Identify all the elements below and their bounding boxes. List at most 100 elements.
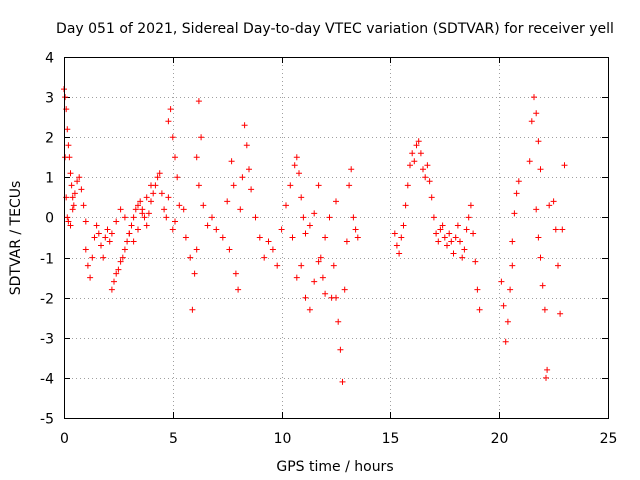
data-point: [176, 202, 183, 209]
data-point: [198, 134, 205, 141]
data-point: [172, 154, 178, 161]
data-point: [457, 238, 463, 245]
y-tick-label: 1: [45, 171, 54, 187]
data-point: [130, 214, 137, 221]
data-point: [102, 234, 109, 241]
data-point: [293, 274, 300, 281]
data-point: [402, 202, 409, 209]
data-point: [537, 166, 544, 173]
data-point: [172, 218, 178, 225]
data-point: [311, 210, 318, 217]
data-point: [306, 306, 313, 313]
data-point: [169, 134, 176, 141]
data-point: [93, 222, 100, 229]
data-point: [64, 126, 71, 133]
x-tick-label: 5: [169, 431, 178, 447]
data-point: [315, 182, 322, 189]
data-point: [465, 214, 472, 221]
data-point: [62, 154, 69, 161]
data-point: [433, 230, 440, 237]
data-point: [165, 118, 172, 125]
data-point: [226, 246, 233, 253]
data-point: [343, 238, 350, 245]
chart-title: Day 051 of 2021, Sidereal Day-to-day VTE…: [56, 21, 614, 37]
data-point: [163, 214, 170, 221]
data-point: [298, 194, 305, 201]
data-point: [428, 194, 435, 201]
data-point: [156, 170, 163, 177]
data-point: [561, 162, 568, 169]
y-tick-label: -2: [40, 292, 54, 308]
data-point: [528, 118, 535, 125]
x-tick-label: 15: [382, 431, 400, 447]
data-point: [287, 182, 294, 189]
data-point: [67, 170, 74, 177]
data-point: [224, 198, 231, 205]
data-point: [108, 286, 115, 293]
data-point: [411, 158, 418, 165]
data-point: [306, 222, 313, 229]
data-point: [169, 226, 176, 233]
data-point: [117, 206, 124, 213]
data-point: [65, 218, 72, 225]
data-point: [64, 214, 71, 221]
data-point: [239, 174, 246, 181]
x-tick-labels: 0 5 10 15 20 25: [60, 431, 617, 447]
data-point: [69, 194, 76, 201]
data-point: [537, 254, 544, 261]
data-point: [108, 230, 115, 237]
data-point: [195, 182, 202, 189]
data-point: [209, 214, 215, 221]
data-point: [219, 234, 226, 241]
data-point: [165, 194, 172, 201]
data-point: [500, 302, 507, 309]
data-point: [330, 262, 337, 269]
data-point: [95, 230, 102, 237]
data-point: [291, 162, 298, 169]
data-point: [515, 178, 522, 185]
data-point: [278, 226, 285, 233]
data-points: [61, 86, 568, 385]
data-point: [150, 190, 157, 197]
data-point: [435, 238, 442, 245]
data-point: [193, 154, 200, 161]
data-point: [346, 182, 353, 189]
data-point: [148, 198, 154, 205]
data-point: [467, 202, 474, 209]
data-point: [230, 182, 237, 189]
x-tick-label: 25: [600, 431, 618, 447]
data-point: [269, 246, 276, 253]
data-point: [476, 306, 483, 313]
data-point: [470, 230, 477, 237]
y-tick-label: -3: [40, 332, 54, 348]
x-tick-label: 0: [60, 431, 69, 447]
x-axis-label: GPS time / hours: [276, 459, 393, 475]
data-point: [148, 182, 154, 189]
data-point: [248, 186, 255, 193]
data-point: [193, 246, 200, 253]
y-tick-label: -5: [40, 412, 54, 428]
data-point: [557, 310, 564, 317]
data-point: [393, 242, 400, 249]
y-tick-labels: 4 3 2 1 0 -1 -2 -3 -4 -5: [40, 51, 54, 428]
data-point: [204, 222, 211, 229]
data-point: [296, 170, 302, 177]
data-point: [555, 262, 561, 269]
data-point: [533, 110, 540, 117]
data-point: [404, 182, 411, 189]
data-point: [158, 190, 165, 197]
data-point: [352, 226, 359, 233]
data-point: [546, 202, 553, 209]
data-point: [261, 254, 268, 261]
data-point: [161, 206, 168, 213]
data-point: [326, 214, 333, 221]
data-point: [82, 218, 89, 225]
data-point: [452, 234, 459, 241]
data-point: [319, 274, 326, 281]
data-point: [195, 98, 202, 105]
y-tick-label: 0: [45, 211, 54, 227]
y-tick-label: -1: [40, 252, 54, 268]
data-point: [396, 250, 403, 257]
data-point: [498, 278, 505, 285]
y-tick-label: 2: [45, 131, 54, 147]
